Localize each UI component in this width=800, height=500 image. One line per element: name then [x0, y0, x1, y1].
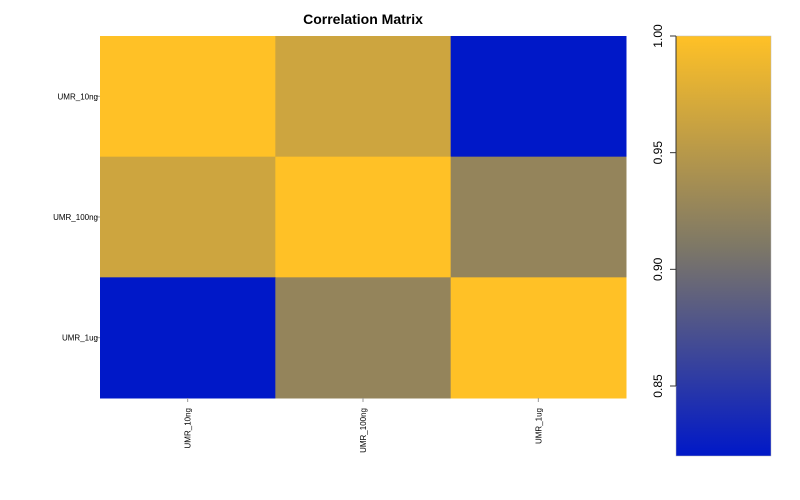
- colorbar-gradient: [675, 35, 772, 457]
- heatmap-cells: [100, 36, 627, 399]
- column-label: UMR_100ng: [359, 408, 368, 453]
- column-label: UMR_10ng: [184, 408, 193, 448]
- row-labels: UMR_10ng UMR_100ng UMR_1ug: [53, 92, 100, 343]
- heatmap-cell-UMR_10ng-UMR_1ug: [450, 36, 627, 158]
- colorbar: 0.85 0.90 0.95 1.00: [651, 24, 772, 457]
- heatmap-cell-UMR_100ng-UMR_1ug: [450, 156, 627, 278]
- column-labels: UMR_10ng UMR_100ng UMR_1ug: [184, 398, 543, 453]
- heatmap-cell-UMR_100ng-UMR_10ng: [100, 156, 276, 278]
- heatmap-cell-UMR_100ng-UMR_100ng: [275, 156, 452, 278]
- heatmap-cell-UMR_1ug-UMR_100ng: [275, 277, 452, 399]
- column-label: UMR_1ug: [534, 408, 543, 444]
- colorbar-tick-label: 0.95: [651, 141, 665, 165]
- colorbar-tick-label: 0.85: [651, 374, 665, 398]
- row-label: UMR_1ug: [62, 334, 98, 343]
- chart-title: Correlation Matrix: [303, 11, 423, 27]
- row-label: UMR_10ng: [58, 92, 98, 101]
- colorbar-tick-label: 0.90: [651, 257, 665, 281]
- heatmap-cell-UMR_10ng-UMR_100ng: [275, 36, 452, 158]
- colorbar-tick-label: 1.00: [651, 24, 665, 48]
- heatmap-cell-UMR_1ug-UMR_10ng: [100, 277, 276, 399]
- heatmap-cell-UMR_1ug-UMR_1ug: [450, 277, 627, 399]
- heatmap-cell-UMR_10ng-UMR_10ng: [100, 36, 276, 158]
- row-label: UMR_100ng: [53, 213, 98, 222]
